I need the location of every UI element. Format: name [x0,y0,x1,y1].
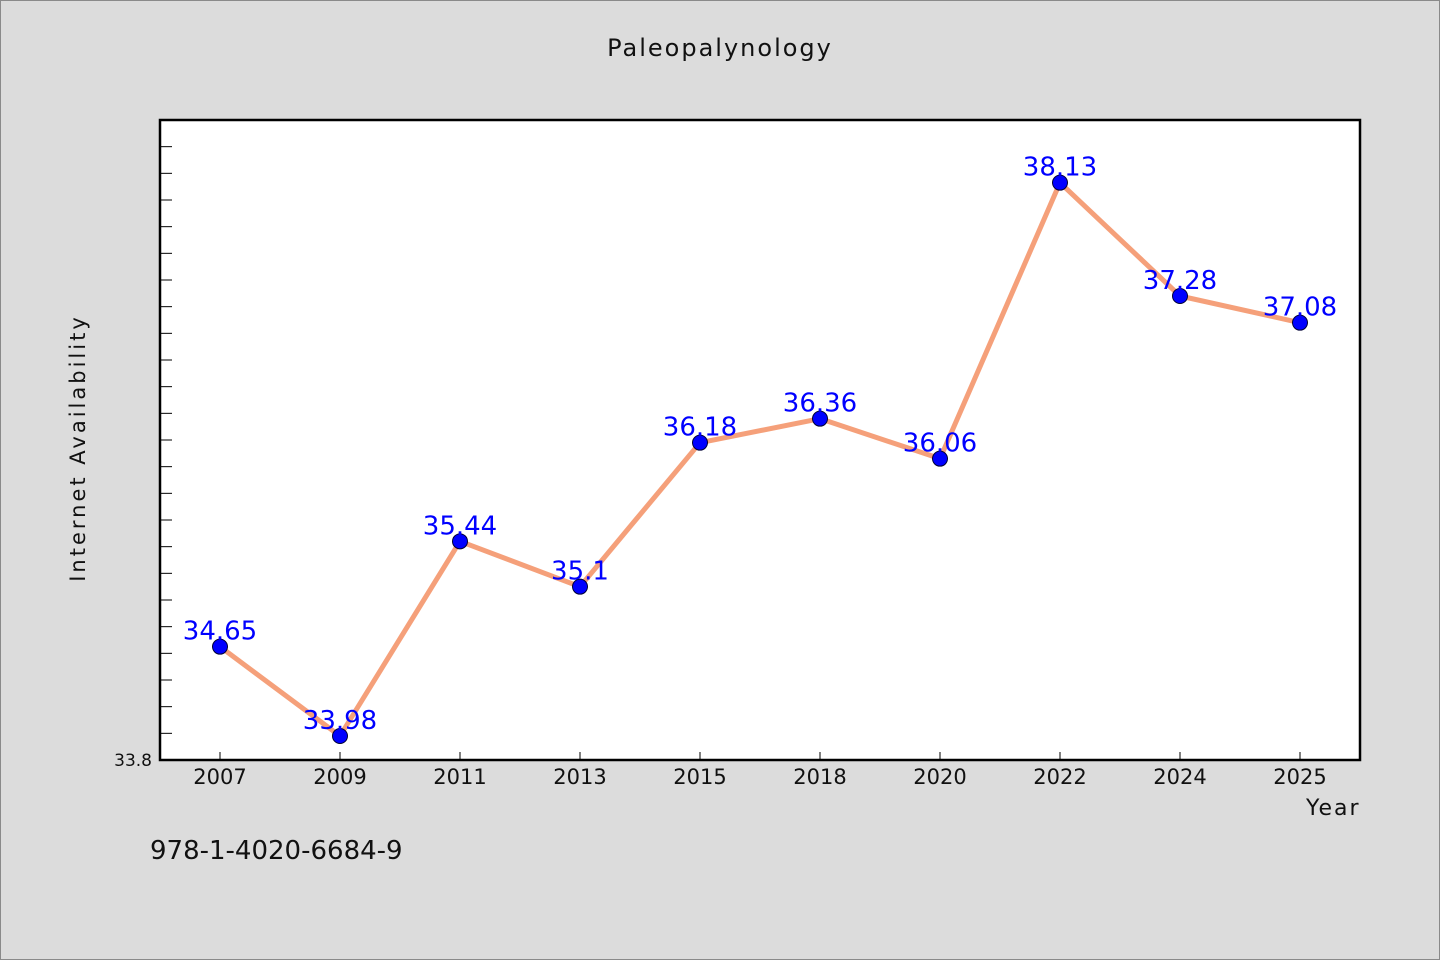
data-label: 37.28 [1143,266,1217,296]
data-label: 34.65 [183,617,257,647]
data-point [212,638,228,655]
series-line [218,180,1301,739]
data-label: 37.08 [1263,293,1337,323]
x-tick-label: 2018 [793,765,846,789]
data-point [572,578,588,595]
data-point [812,410,828,427]
data-point [1292,314,1308,331]
data-point [692,434,708,451]
data-point [452,533,468,550]
plot-area [158,118,1362,762]
data-label: 38.13 [1023,153,1097,183]
data-label: 36.06 [903,429,977,459]
data-point [932,450,948,467]
data-point [1172,288,1188,304]
data-point [332,728,348,744]
x-tick-label: 2020 [913,765,966,789]
y-tick-label: 33.8 [114,751,152,771]
x-tick-label: 2025 [1273,765,1326,789]
data-label: 35.1 [551,557,609,587]
data-label: 33.98 [303,706,377,736]
x-axis-label: Year [1306,796,1361,821]
data-label: 36.18 [663,413,737,443]
isbn-footnote: 978-1-4020-6684-9 [150,836,403,866]
x-tick-label: 2024 [1153,765,1206,789]
data-label: 36.36 [783,389,857,419]
x-tick-label: 2015 [673,765,726,789]
x-tick-label: 2013 [553,765,606,789]
x-tick-label: 2022 [1033,765,1086,789]
x-tick-label: 2011 [433,765,486,789]
data-label: 35.44 [423,511,497,541]
x-tick-label: 2009 [313,765,366,789]
chart-title: Paleopalynology [607,34,833,62]
data-point [1052,174,1068,191]
x-tick-label: 2007 [193,765,246,789]
